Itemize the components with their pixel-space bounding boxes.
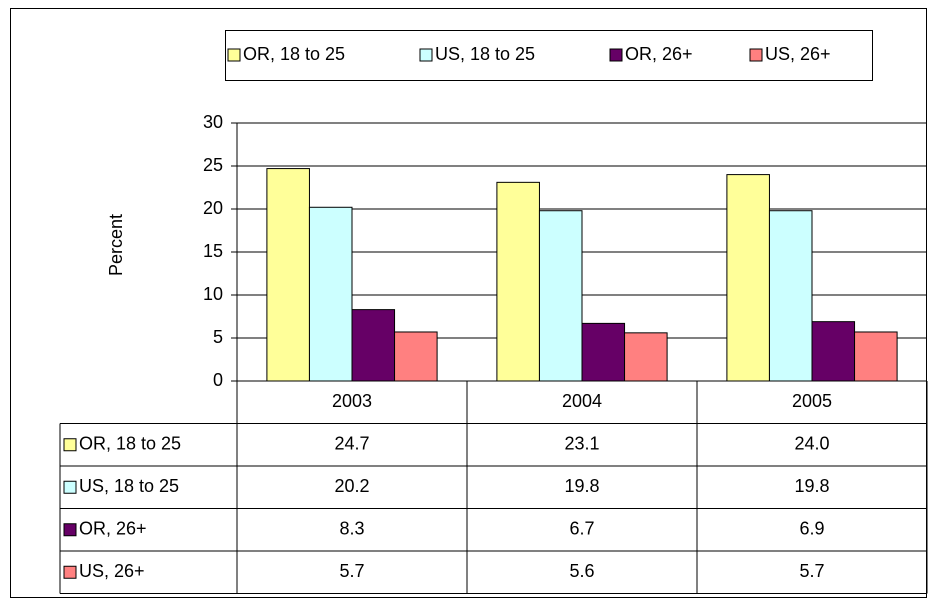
bar — [496, 181, 540, 382]
table-cell: 20.2 — [334, 476, 369, 496]
table-cell: 6.7 — [569, 519, 594, 539]
y-tick-label: 30 — [203, 112, 223, 132]
table-legend-key — [63, 565, 77, 579]
legend-key — [227, 48, 241, 62]
table-cell: 5.7 — [339, 561, 364, 581]
table-legend-key — [63, 438, 77, 452]
y-tick-label: 5 — [213, 327, 223, 347]
bar — [394, 331, 438, 382]
y-axis-label: Percent — [106, 214, 126, 276]
legend-label: US, 26+ — [765, 44, 831, 64]
legend-label: OR, 26+ — [625, 44, 693, 64]
y-tick-label: 0 — [213, 370, 223, 390]
legend-key — [609, 48, 623, 62]
table-cell: 5.7 — [799, 561, 824, 581]
table-row-label: US, 18 to 25 — [79, 476, 179, 496]
bar — [624, 332, 668, 382]
x-tick-label: 2004 — [562, 391, 602, 411]
bar — [726, 174, 770, 382]
bar — [581, 322, 626, 382]
table-cell: 5.6 — [569, 561, 594, 581]
table-cell: 19.8 — [794, 476, 829, 496]
legend-key — [749, 48, 763, 62]
table-row-label: OR, 26+ — [79, 519, 147, 539]
bar — [768, 210, 813, 382]
bar — [854, 331, 898, 382]
table-cell: 6.9 — [799, 519, 824, 539]
bar — [538, 210, 583, 382]
legend-label: US, 18 to 25 — [435, 44, 535, 64]
legend-key — [419, 48, 433, 62]
table-cell: 24.7 — [334, 434, 369, 454]
table-legend-key — [63, 480, 77, 494]
legend-box — [225, 30, 873, 81]
y-tick-label: 15 — [203, 241, 223, 261]
table-cell: 8.3 — [339, 519, 364, 539]
x-tick-label: 2005 — [792, 391, 832, 411]
bar — [308, 206, 353, 382]
table-cell: 19.8 — [564, 476, 599, 496]
table-cell: 23.1 — [564, 434, 599, 454]
bar — [266, 168, 310, 382]
x-tick-label: 2003 — [332, 391, 372, 411]
table-legend-key — [63, 523, 77, 537]
y-tick-label: 10 — [203, 284, 223, 304]
bar — [351, 309, 396, 382]
y-tick-label: 25 — [203, 155, 223, 175]
table-cell: 24.0 — [794, 434, 829, 454]
table-row-label: US, 26+ — [79, 561, 145, 581]
y-tick-label: 20 — [203, 198, 223, 218]
bar — [811, 321, 856, 382]
legend-label: OR, 18 to 25 — [243, 44, 345, 64]
table-row-label: OR, 18 to 25 — [79, 434, 181, 454]
